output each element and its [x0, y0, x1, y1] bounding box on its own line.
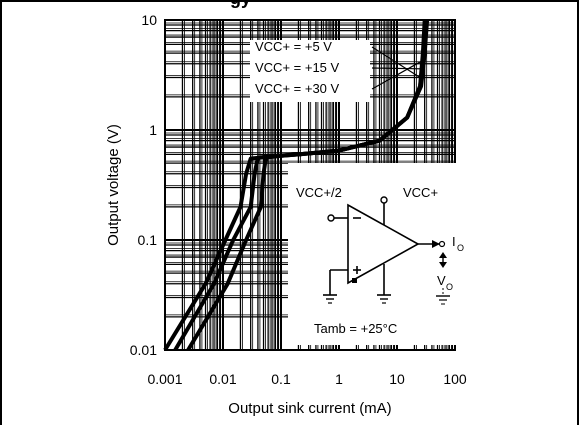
y-tick-label: 0.01 — [130, 342, 157, 358]
series-curves — [163, 19, 430, 352]
output-terminal — [438, 240, 446, 248]
legend-entry-3: VCC+ = +30 V — [255, 81, 340, 96]
x-tick-label: 100 — [443, 371, 467, 387]
y-tick-label: 10 — [141, 12, 157, 28]
vo-sub-label: O — [446, 282, 453, 292]
input-terminal-neg — [327, 214, 335, 222]
legend: VCC+ = +5 V VCC+ = +15 V VCC+ = +30 V — [255, 39, 422, 96]
y-tick-label: 0.1 — [138, 232, 158, 248]
vcc-label: VCC+ — [403, 185, 438, 200]
circuit-inset: VCC+/2 VCC+ I O V O Tamb = +25°C — [288, 163, 464, 345]
pin-mark — [352, 278, 357, 283]
x-tick-label: 10 — [389, 371, 405, 387]
io-sub-label: O — [457, 243, 464, 253]
vo-arrow-down — [439, 262, 447, 268]
io-arrow — [432, 240, 440, 248]
legend-pointer-3 — [371, 60, 422, 90]
y-tick-label: 1 — [149, 122, 157, 138]
top-border — [0, 0, 579, 2]
vcc-terminal — [380, 196, 388, 204]
tamb-label: Tamb = +25°C — [314, 321, 397, 336]
legend-box — [250, 40, 370, 102]
vcc-half-label: VCC+/2 — [296, 185, 342, 200]
x-tick-label: 1 — [335, 371, 343, 387]
title-fragment: gy — [230, 0, 251, 9]
opamp-triangle — [347, 203, 420, 285]
legend-entry-2: VCC+ = +15 V — [255, 60, 340, 75]
inset-box — [288, 163, 463, 345]
series-line-3 — [186, 19, 430, 352]
legend-entry-1: VCC+ = +5 V — [255, 39, 332, 54]
x-axis-label: Output sink current (mA) — [228, 400, 391, 417]
legend-pointer-2 — [371, 67, 421, 70]
vo-label: V — [437, 273, 446, 288]
right-border — [577, 0, 579, 425]
x-tick-label: 0.001 — [147, 371, 182, 387]
left-border — [0, 0, 2, 425]
x-tick-labels: 0.001 0.01 0.1 1 10 100 — [147, 371, 466, 387]
io-label: I — [452, 234, 456, 249]
x-tick-label: 0.01 — [209, 371, 236, 387]
legend-pointer-1 — [371, 46, 421, 79]
vo-arrow-up — [439, 252, 447, 258]
x-tick-label: 0.1 — [271, 371, 291, 387]
y-tick-labels: 0.01 0.1 1 10 — [130, 12, 157, 358]
y-axis-label: Output voltage (V) — [105, 124, 122, 246]
